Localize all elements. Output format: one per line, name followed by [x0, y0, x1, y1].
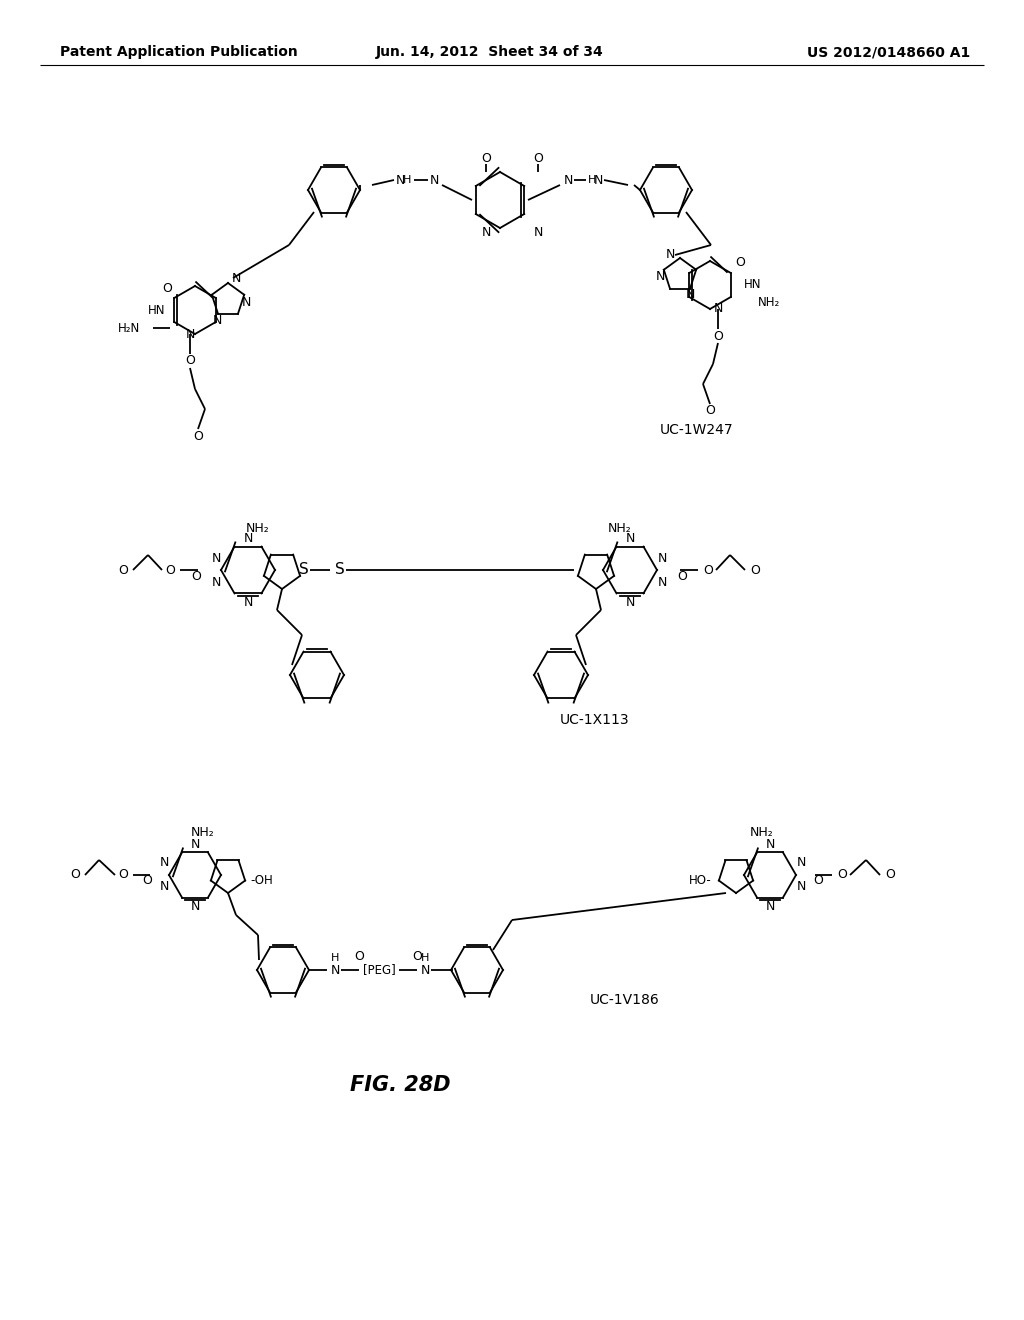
Text: HN: HN — [744, 279, 762, 292]
Text: O: O — [677, 569, 687, 582]
Text: N: N — [242, 296, 251, 309]
Text: HO-: HO- — [689, 874, 712, 887]
Text: O: O — [481, 152, 490, 165]
Text: N: N — [765, 899, 775, 912]
Text: [PEG]: [PEG] — [362, 964, 395, 977]
Text: N: N — [211, 576, 221, 589]
Text: O: O — [713, 330, 723, 342]
Text: H: H — [588, 176, 596, 185]
Text: N: N — [211, 552, 221, 565]
Text: N: N — [714, 302, 723, 315]
Text: N: N — [534, 226, 543, 239]
Text: N: N — [331, 964, 340, 977]
Text: O: O — [70, 869, 80, 882]
Text: O: O — [534, 152, 543, 165]
Text: N: N — [626, 532, 635, 544]
Text: N: N — [190, 899, 200, 912]
Text: NH₂: NH₂ — [608, 521, 632, 535]
Text: N: N — [429, 173, 438, 186]
Text: O: O — [412, 949, 422, 962]
Text: S: S — [335, 562, 345, 578]
Text: UC-1X113: UC-1X113 — [560, 713, 630, 727]
Text: O: O — [118, 869, 128, 882]
Text: N: N — [420, 964, 430, 977]
Text: O: O — [885, 869, 895, 882]
Text: O: O — [162, 281, 172, 294]
Text: -OH: -OH — [250, 874, 272, 887]
Text: N: N — [563, 173, 572, 186]
Text: Patent Application Publication: Patent Application Publication — [60, 45, 298, 59]
Text: O: O — [191, 569, 201, 582]
Text: N: N — [231, 272, 241, 285]
Text: NH₂: NH₂ — [246, 521, 270, 535]
Text: O: O — [837, 869, 847, 882]
Text: O: O — [735, 256, 744, 269]
Text: N: N — [765, 837, 775, 850]
Text: NH₂: NH₂ — [751, 825, 774, 838]
Text: O: O — [354, 949, 364, 962]
Text: N: N — [657, 576, 667, 589]
Text: O: O — [813, 874, 823, 887]
Text: O: O — [185, 355, 195, 367]
Text: N: N — [160, 880, 169, 894]
Text: O: O — [165, 564, 175, 577]
Text: O: O — [706, 404, 715, 417]
Text: N: N — [666, 248, 675, 261]
Text: N: N — [185, 327, 195, 341]
Text: O: O — [142, 874, 152, 887]
Text: FIG. 28D: FIG. 28D — [349, 1074, 451, 1096]
Text: UC-1V186: UC-1V186 — [590, 993, 659, 1007]
Text: N: N — [626, 595, 635, 609]
Text: H: H — [421, 953, 429, 964]
Text: NH₂: NH₂ — [191, 825, 215, 838]
Text: N: N — [685, 289, 694, 301]
Text: N: N — [212, 314, 221, 326]
Text: O: O — [194, 429, 203, 442]
Text: H₂N: H₂N — [118, 322, 140, 334]
Text: N: N — [655, 271, 665, 284]
Text: O: O — [703, 564, 713, 577]
Text: UC-1W247: UC-1W247 — [660, 422, 733, 437]
Text: N: N — [190, 837, 200, 850]
Text: N: N — [160, 857, 169, 870]
Text: H: H — [402, 176, 412, 185]
Text: N: N — [395, 173, 404, 186]
Text: N: N — [244, 532, 253, 544]
Text: S: S — [299, 562, 309, 578]
Text: N: N — [593, 173, 603, 186]
Text: H: H — [331, 953, 339, 964]
Text: US 2012/0148660 A1: US 2012/0148660 A1 — [807, 45, 970, 59]
Text: HN: HN — [147, 304, 165, 317]
Text: O: O — [118, 564, 128, 577]
Text: N: N — [657, 552, 667, 565]
Text: O: O — [750, 564, 760, 577]
Text: Jun. 14, 2012  Sheet 34 of 34: Jun. 14, 2012 Sheet 34 of 34 — [376, 45, 604, 59]
Text: N: N — [481, 226, 490, 239]
Text: NH₂: NH₂ — [758, 297, 780, 309]
Text: N: N — [244, 595, 253, 609]
Text: N: N — [797, 857, 806, 870]
Text: N: N — [797, 880, 806, 894]
